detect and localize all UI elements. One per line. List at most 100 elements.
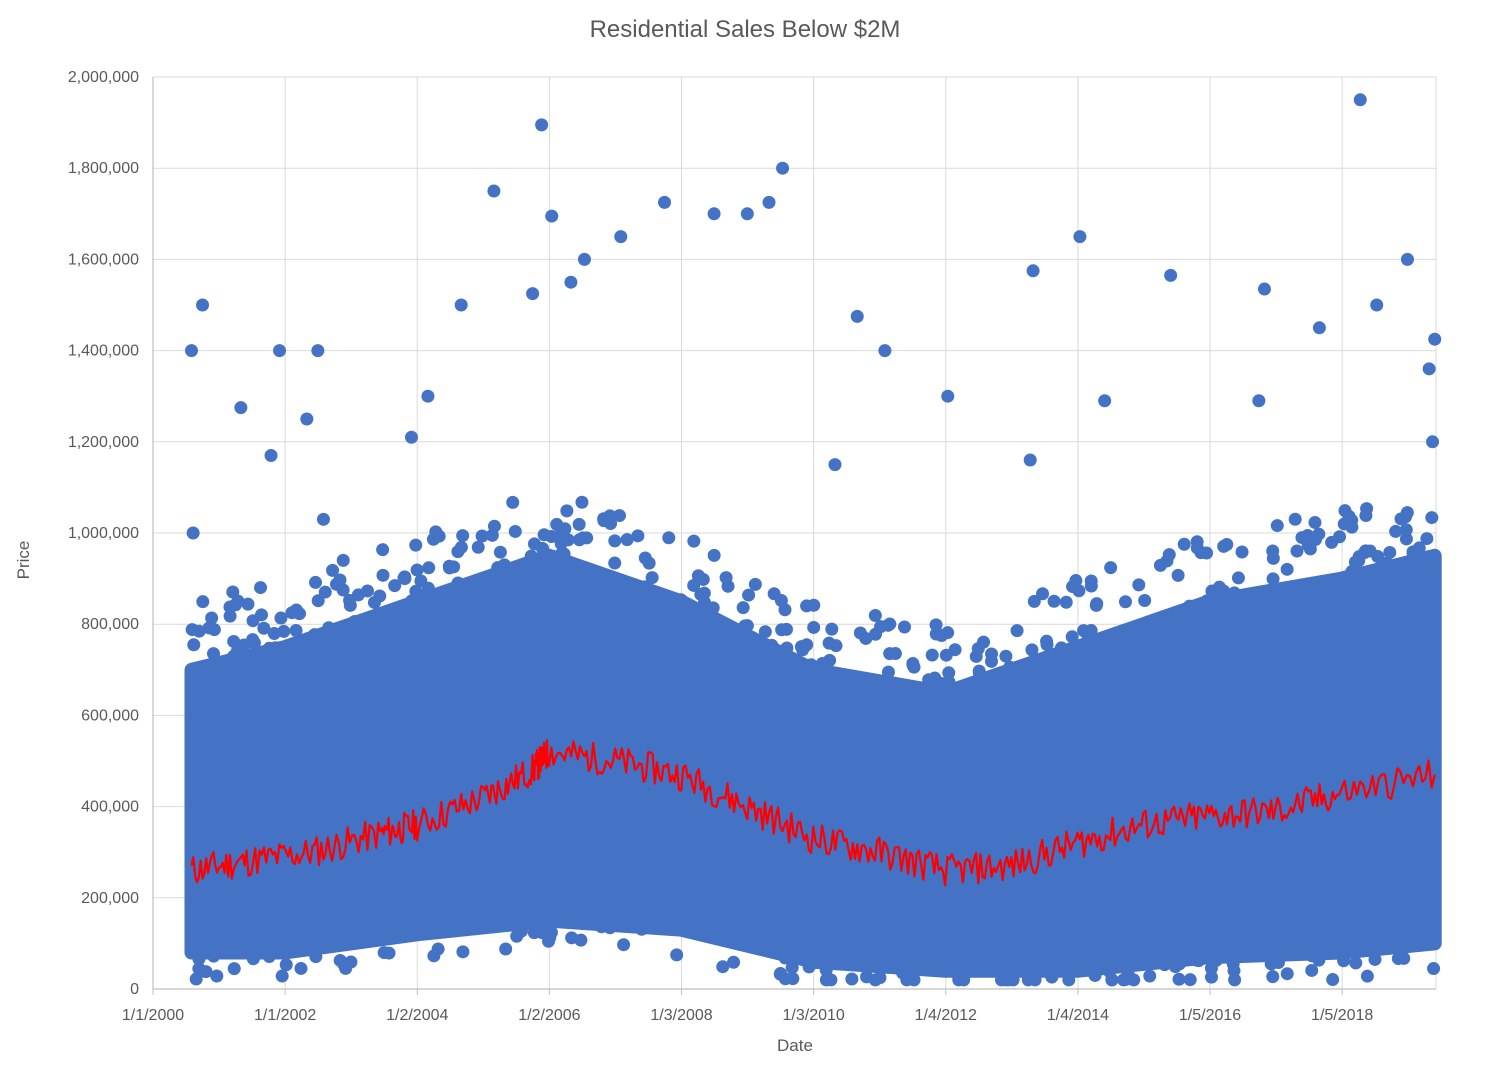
scatter-point (207, 949, 221, 963)
scatter-point (485, 920, 499, 934)
scatter-point (698, 595, 712, 609)
scatter-point (257, 621, 271, 635)
scatter-point (246, 952, 260, 966)
scatter-point (388, 579, 402, 593)
scatter-point (367, 595, 381, 609)
y-tick-label: 600,000 (81, 707, 139, 724)
scatter-point (948, 643, 962, 657)
scatter-point (475, 529, 489, 543)
y-tick-label: 1,000,000 (68, 525, 139, 542)
scatter-point (1132, 578, 1146, 592)
scatter-point (1325, 535, 1339, 549)
scatter-point (1027, 594, 1041, 608)
y-tick-label: 2,000,000 (68, 69, 139, 86)
scatter-point (1428, 332, 1442, 346)
scatter-point (535, 118, 549, 132)
scatter-point (707, 548, 721, 562)
x-tick-label: 1/2/2004 (386, 1007, 448, 1024)
scatter-point (300, 412, 314, 426)
scatter-point (941, 389, 955, 403)
scatter-point (1073, 230, 1087, 244)
scatter-point (254, 608, 268, 622)
scatter-point (825, 622, 839, 636)
scatter-point (1370, 298, 1384, 312)
scatter-point (227, 634, 241, 648)
scatter-point (499, 942, 513, 956)
scatter-point (1301, 538, 1315, 552)
scatter-point (1164, 268, 1178, 282)
scatter-point (985, 647, 999, 661)
y-tick-label: 400,000 (81, 799, 139, 816)
scatter-point (410, 563, 424, 577)
scatter-point (767, 945, 781, 959)
x-tick-label: 1/5/2016 (1179, 1007, 1241, 1024)
scatter-point (1036, 587, 1050, 601)
scatter-point (1023, 453, 1037, 467)
scatter-points-layer (185, 93, 1442, 540)
scatter-point (853, 626, 867, 640)
scatter-point (736, 601, 750, 615)
scatter-point (289, 603, 303, 617)
scatter-point (1349, 956, 1363, 970)
scatter-point (1105, 973, 1119, 987)
scatter-point (558, 522, 572, 536)
scatter-point (485, 528, 499, 542)
x-axis-label: Date (777, 1036, 813, 1055)
scatter-point (1422, 362, 1436, 376)
scatter-point (451, 545, 465, 559)
scatter-point (318, 585, 332, 599)
scatter-point (1305, 963, 1319, 977)
scatter-point (1399, 532, 1413, 546)
scatter-point (1407, 552, 1421, 566)
scatter-point (1280, 562, 1294, 576)
scatter-point (608, 534, 622, 548)
scatter-point (207, 647, 221, 661)
scatter-point (796, 643, 810, 657)
y-tick-label: 1,400,000 (68, 343, 139, 360)
scatter-point (740, 207, 754, 221)
scatter-point (199, 965, 213, 979)
scatter-point (1353, 93, 1367, 107)
scatter-point (1383, 545, 1397, 559)
scatter-point (1089, 598, 1103, 612)
scatter-point (1183, 973, 1197, 987)
scatter-point (971, 642, 985, 656)
scatter-point (336, 553, 350, 567)
scatter-point (631, 529, 645, 543)
scatter-point (274, 611, 288, 625)
scatter-point (560, 504, 574, 518)
scatter-point (1138, 593, 1152, 607)
scatter-point (262, 641, 276, 655)
scatter-point (262, 950, 276, 964)
scatter-point (333, 953, 347, 967)
scatter-point (535, 541, 549, 555)
scatter-point (597, 514, 611, 528)
scatter-point (421, 581, 435, 595)
x-tick-label: 1/5/2018 (1311, 1007, 1373, 1024)
scatter-point (1171, 568, 1185, 582)
scatter-point (246, 633, 260, 647)
scatter-point (1301, 529, 1315, 543)
scatter-point (210, 969, 224, 983)
scatter-point (1003, 660, 1017, 674)
x-tick-label: 1/1/2002 (254, 1007, 316, 1024)
scatter-point (1426, 435, 1440, 449)
scatter-point (1182, 599, 1196, 613)
scatter-point (635, 922, 649, 936)
scatter-point (1412, 541, 1426, 555)
scatter-point (1400, 252, 1414, 266)
y-tick-label: 1,600,000 (68, 251, 139, 268)
scatter-point (972, 666, 986, 680)
scatter-point (456, 945, 470, 959)
scatter-point (1054, 641, 1068, 655)
scatter-point (738, 619, 752, 633)
scatter-point (1227, 586, 1241, 600)
scatter-point (1172, 957, 1186, 971)
scatter-point (614, 230, 628, 244)
scatter-point (409, 538, 423, 552)
scatter-point (807, 620, 821, 634)
scatter-point (774, 966, 788, 980)
scatter-point (411, 587, 425, 601)
scatter-point (554, 551, 568, 565)
scatter-point (575, 495, 589, 509)
